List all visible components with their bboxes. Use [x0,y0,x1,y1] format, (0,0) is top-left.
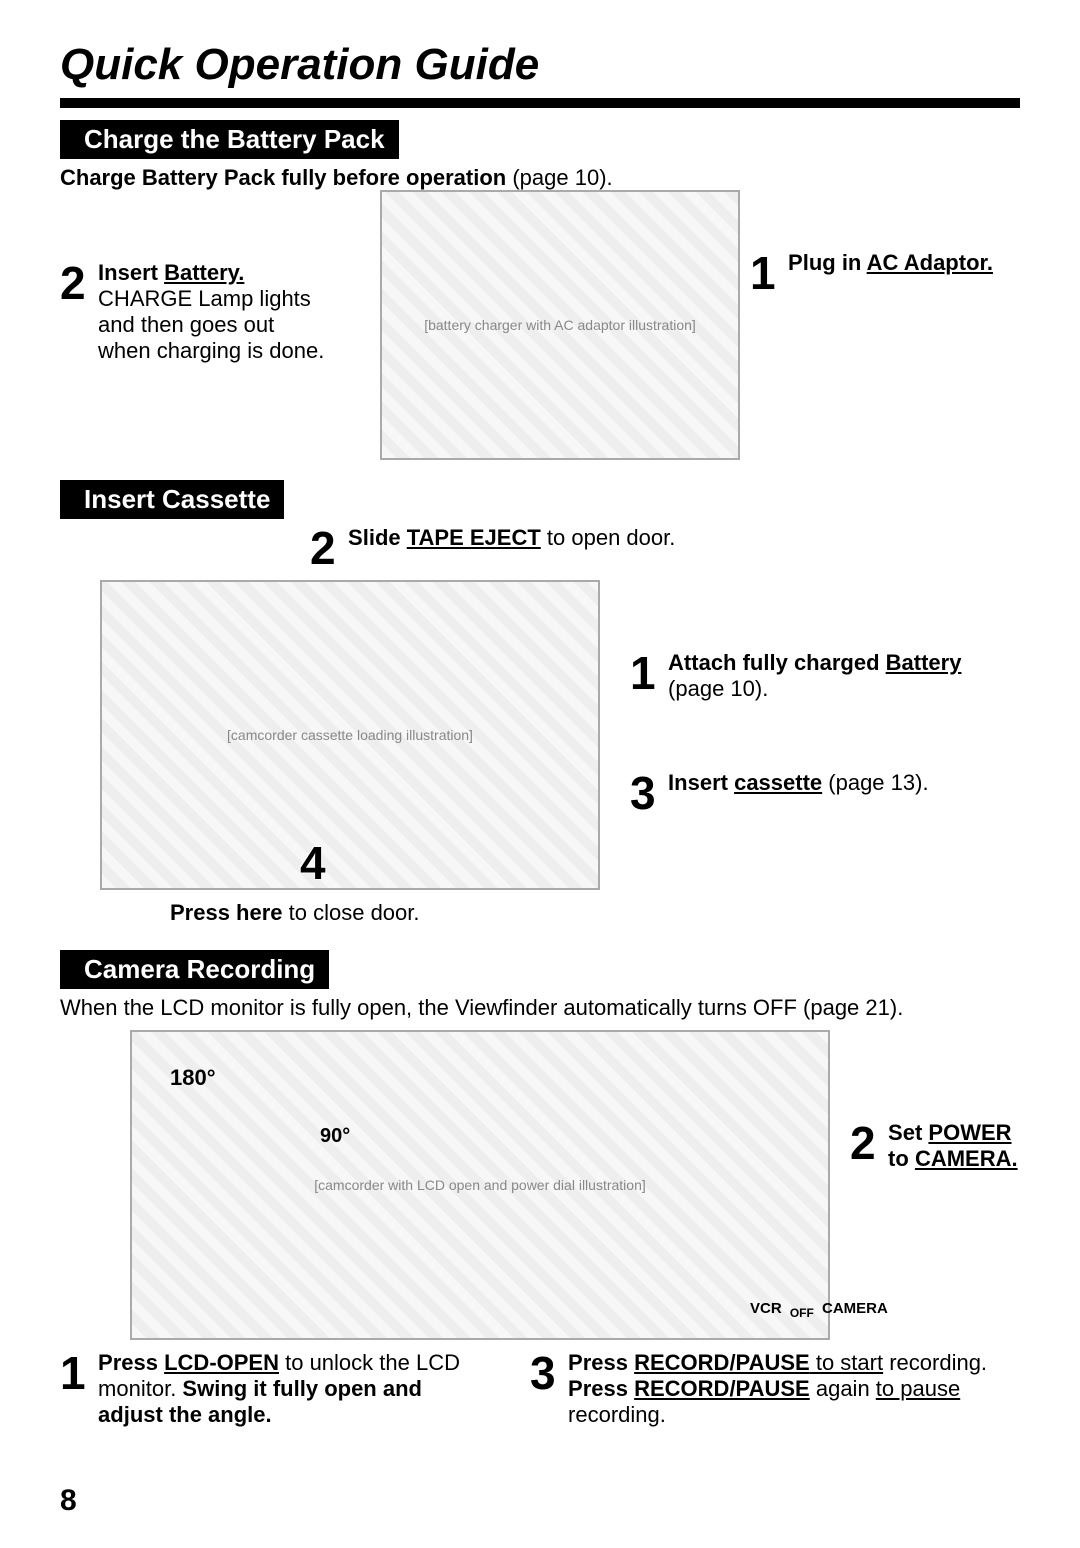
charge-step1-ul: AC Adaptor. [867,250,993,275]
insert-step1-bold: Attach fully charged [668,650,886,675]
charge-step1: 1 Plug in AC Adaptor. [750,250,1040,296]
camera-step3-bul: to start [810,1350,883,1375]
insert-step4-rest: to close door. [283,900,420,925]
camera-step2-ula: POWER [928,1120,1011,1145]
charge-step2-body: CHARGE Lamp lights and then goes out whe… [98,286,324,363]
header-insert: Insert Cassette [60,480,284,519]
angle-180: 180° [170,1065,216,1091]
header-camera: Camera Recording [60,950,329,989]
camera-step2-a: Set [888,1120,928,1145]
camera-step3-e: again [810,1376,876,1401]
insert-step2-num: 2 [310,525,336,571]
charge-step2-num: 2 [60,260,86,306]
camera-intro: When the LCD monitor is fully open, the … [60,995,1020,1021]
camera-step1-num: 1 [60,1350,86,1396]
page-number: 8 [60,1484,77,1518]
camera-step3-f: recording. [568,1402,666,1427]
insert-step1-num: 1 [630,650,656,696]
dial-vcr: VCR [750,1300,782,1317]
insert-step4-num: 4 [300,840,326,886]
insert-step1: 1 Attach fully charged Battery (page 10)… [630,650,1030,702]
camera-step3-d: Press [568,1376,634,1401]
insert-figure: [camcorder cassette loading illustration… [100,580,600,890]
camera-step3-ulc: to pause [876,1376,960,1401]
camera-step3-num: 3 [530,1350,556,1396]
insert-step2-b: to open door. [541,525,676,550]
charge-step1-num: 1 [750,250,776,296]
section-camera: Camera Recording When the LCD monitor is… [60,950,1020,1510]
camera-step3: 3 Press RECORD/PAUSE to start recording.… [530,1350,1030,1428]
insert-step2: 2 Slide TAPE EJECT to open door. [310,525,675,571]
insert-step3-rest: (page 13). [822,770,928,795]
title-rule [60,98,1020,108]
camera-step3-ula: RECORD/PAUSE [634,1350,810,1375]
insert-step2-a: Slide [348,525,407,550]
header-charge: Charge the Battery Pack [60,120,399,159]
angle-90: 90° [320,1125,350,1148]
camera-step1-a: Press [98,1350,164,1375]
camera-step3-c: recording. [883,1350,987,1375]
charge-intro: Charge Battery Pack fully before operati… [60,165,1020,191]
charge-step2-ul: Battery. [164,260,244,285]
insert-step3-num: 3 [630,770,656,816]
camera-step2-b: to [888,1146,915,1171]
insert-step1-ul: Battery [886,650,962,675]
dial-labels: VCR OFF CAMERA [750,1300,888,1320]
page-title: Quick Operation Guide [60,40,1020,90]
camera-step3-a: Press [568,1350,634,1375]
charge-step2-bold: Insert [98,260,164,285]
charge-step1-bold: Plug in [788,250,867,275]
camera-step2-num: 2 [850,1120,876,1166]
charge-step2: 2 Insert Battery. CHARGE Lamp lights and… [60,260,360,364]
camera-step2: 2 Set POWER to CAMERA. [850,1120,1050,1172]
insert-step3-ul: cassette [734,770,822,795]
dial-off: OFF [790,1306,814,1320]
camera-step3-ulb: RECORD/PAUSE [634,1376,810,1401]
camera-step2-ulb: CAMERA. [915,1146,1018,1171]
insert-step3-bold: Insert [668,770,734,795]
insert-step3: 3 Insert cassette (page 13). [630,770,1030,816]
charge-intro-rest: (page 10). [506,165,612,190]
insert-step2-ul: TAPE EJECT [407,525,541,550]
camera-step1-ul: LCD-OPEN [164,1350,279,1375]
charge-figure: [battery charger with AC adaptor illustr… [380,190,740,460]
charge-intro-bold: Charge Battery Pack fully before operati… [60,165,506,190]
dial-camera: CAMERA [822,1300,888,1317]
insert-step4-bold: Press here [170,900,283,925]
camera-step1: 1 Press LCD-OPEN to unlock the LCD monit… [60,1350,510,1428]
camera-figure: [camcorder with LCD open and power dial … [130,1030,830,1340]
section-insert: Insert Cassette 2 Slide TAPE EJECT to op… [60,480,1020,950]
insert-step1-rest: (page 10). [668,676,768,701]
insert-step4: Press here to close door. [170,900,420,926]
section-charge: Charge the Battery Pack Charge Battery P… [60,120,1020,480]
